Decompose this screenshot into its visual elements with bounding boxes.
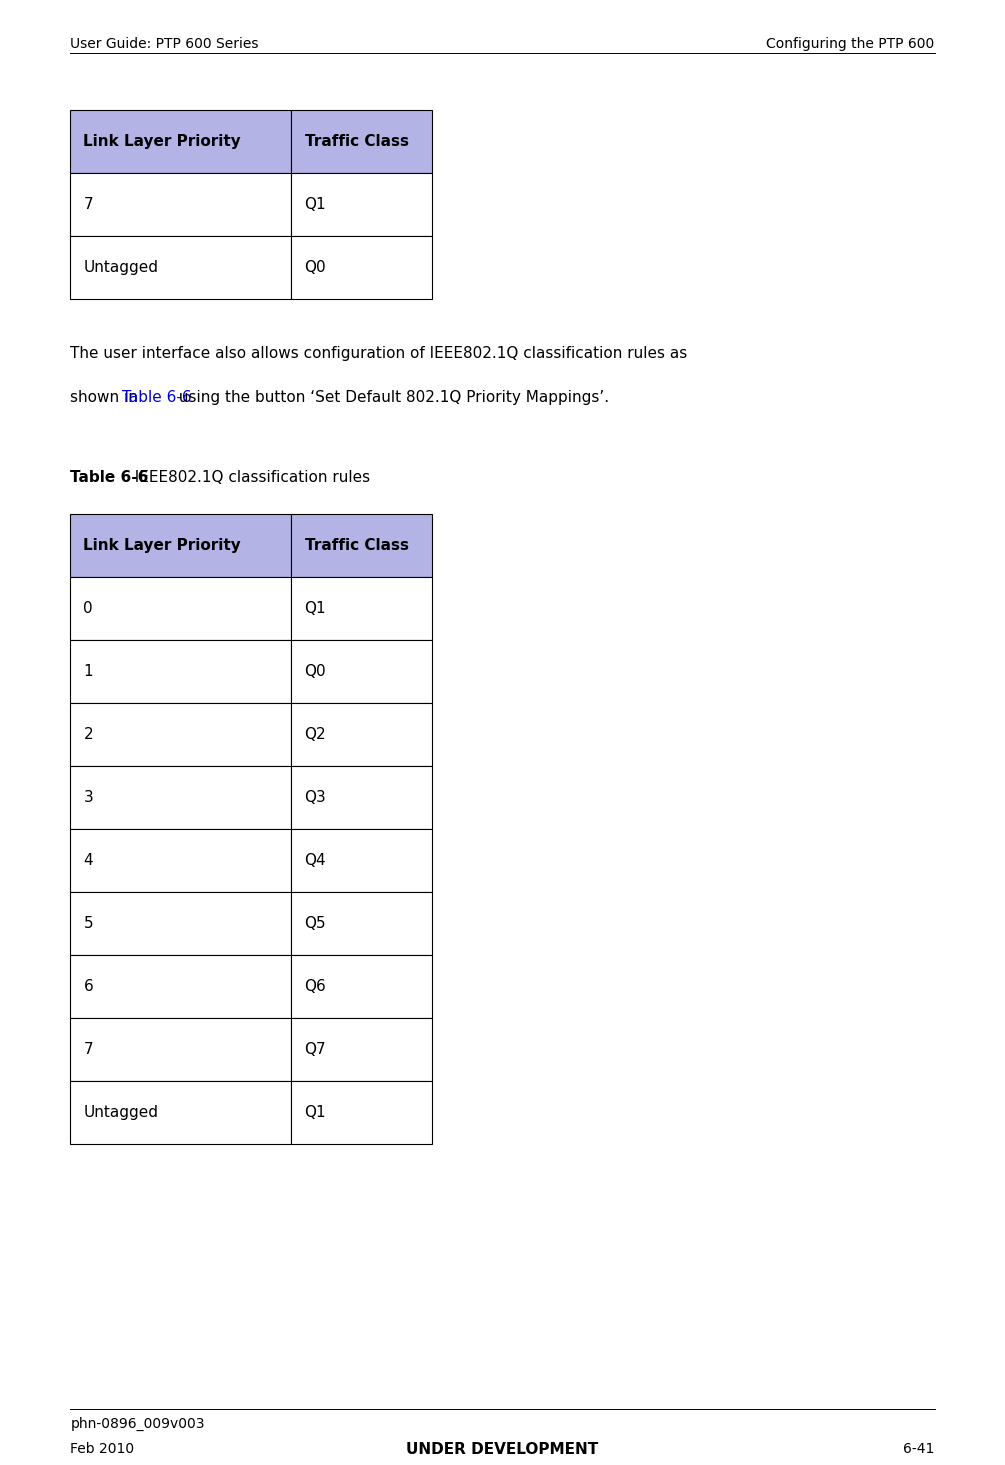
Text: 0: 0 bbox=[83, 601, 93, 617]
Text: Q0: Q0 bbox=[305, 259, 327, 275]
Text: Q7: Q7 bbox=[305, 1042, 327, 1058]
Text: Link Layer Priority: Link Layer Priority bbox=[83, 538, 241, 554]
Text: shown in: shown in bbox=[70, 390, 143, 404]
Text: Q3: Q3 bbox=[305, 790, 327, 806]
Text: Traffic Class: Traffic Class bbox=[305, 538, 408, 554]
Text: The user interface also allows configuration of IEEE802.1Q classification rules : The user interface also allows configura… bbox=[70, 346, 687, 360]
Text: Traffic Class: Traffic Class bbox=[305, 133, 408, 149]
Text: Q6: Q6 bbox=[305, 979, 327, 995]
FancyBboxPatch shape bbox=[291, 173, 432, 236]
Text: Q5: Q5 bbox=[305, 916, 327, 932]
Text: Q4: Q4 bbox=[305, 853, 327, 869]
FancyBboxPatch shape bbox=[70, 110, 291, 173]
FancyBboxPatch shape bbox=[70, 1081, 291, 1144]
FancyBboxPatch shape bbox=[70, 577, 291, 640]
Text: IEEE802.1Q classification rules: IEEE802.1Q classification rules bbox=[125, 470, 370, 485]
Text: 6: 6 bbox=[83, 979, 93, 995]
Text: Q1: Q1 bbox=[305, 601, 327, 617]
Text: Feb 2010: Feb 2010 bbox=[70, 1442, 135, 1456]
FancyBboxPatch shape bbox=[70, 955, 291, 1018]
Text: Q1: Q1 bbox=[305, 196, 327, 212]
FancyBboxPatch shape bbox=[291, 1081, 432, 1144]
Text: Untagged: Untagged bbox=[83, 1105, 159, 1121]
Text: phn-0896_009v003: phn-0896_009v003 bbox=[70, 1417, 205, 1431]
Text: 4: 4 bbox=[83, 853, 93, 869]
Text: Table 6-6: Table 6-6 bbox=[70, 470, 149, 485]
Text: 7: 7 bbox=[83, 196, 93, 212]
Text: using the button ‘Set Default 802.1Q Priority Mappings’.: using the button ‘Set Default 802.1Q Pri… bbox=[175, 390, 609, 404]
Text: Table 6-6: Table 6-6 bbox=[123, 390, 192, 404]
Text: 1: 1 bbox=[83, 664, 93, 680]
FancyBboxPatch shape bbox=[70, 892, 291, 955]
FancyBboxPatch shape bbox=[70, 514, 291, 577]
FancyBboxPatch shape bbox=[70, 236, 291, 299]
FancyBboxPatch shape bbox=[70, 703, 291, 766]
FancyBboxPatch shape bbox=[291, 955, 432, 1018]
FancyBboxPatch shape bbox=[291, 766, 432, 829]
Text: Q1: Q1 bbox=[305, 1105, 327, 1121]
Text: 2: 2 bbox=[83, 727, 93, 743]
Text: Q2: Q2 bbox=[305, 727, 327, 743]
Text: User Guide: PTP 600 Series: User Guide: PTP 600 Series bbox=[70, 37, 259, 51]
FancyBboxPatch shape bbox=[70, 1018, 291, 1081]
Text: 6-41: 6-41 bbox=[903, 1442, 935, 1456]
FancyBboxPatch shape bbox=[291, 892, 432, 955]
FancyBboxPatch shape bbox=[291, 1018, 432, 1081]
Text: Untagged: Untagged bbox=[83, 259, 159, 275]
Text: 5: 5 bbox=[83, 916, 93, 932]
FancyBboxPatch shape bbox=[70, 829, 291, 892]
Text: 7: 7 bbox=[83, 1042, 93, 1058]
FancyBboxPatch shape bbox=[291, 640, 432, 703]
FancyBboxPatch shape bbox=[291, 829, 432, 892]
FancyBboxPatch shape bbox=[291, 703, 432, 766]
Text: Q0: Q0 bbox=[305, 664, 327, 680]
FancyBboxPatch shape bbox=[291, 577, 432, 640]
Text: Configuring the PTP 600: Configuring the PTP 600 bbox=[767, 37, 935, 51]
Text: Link Layer Priority: Link Layer Priority bbox=[83, 133, 241, 149]
Text: UNDER DEVELOPMENT: UNDER DEVELOPMENT bbox=[406, 1442, 599, 1456]
FancyBboxPatch shape bbox=[70, 173, 291, 236]
FancyBboxPatch shape bbox=[291, 514, 432, 577]
Text: 3: 3 bbox=[83, 790, 93, 806]
FancyBboxPatch shape bbox=[291, 110, 432, 173]
FancyBboxPatch shape bbox=[70, 766, 291, 829]
FancyBboxPatch shape bbox=[70, 640, 291, 703]
FancyBboxPatch shape bbox=[291, 236, 432, 299]
